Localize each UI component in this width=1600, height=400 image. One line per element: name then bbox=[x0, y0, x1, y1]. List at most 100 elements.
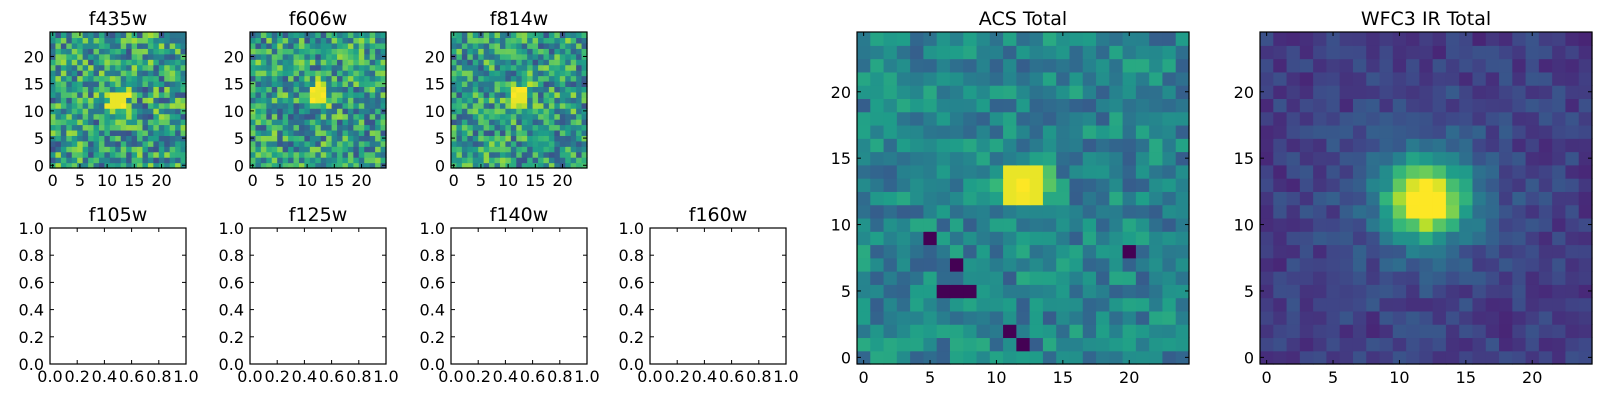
heatmap-cell bbox=[1379, 178, 1394, 192]
heatmap-cell bbox=[315, 113, 322, 120]
subplot-title: f160w bbox=[689, 204, 748, 226]
heatmap-cell bbox=[147, 32, 154, 39]
heatmap-cell bbox=[282, 59, 289, 66]
heatmap-cell bbox=[180, 140, 187, 147]
heatmap-cell bbox=[1445, 297, 1460, 312]
heatmap-cell bbox=[1339, 217, 1354, 232]
heatmap-cell bbox=[461, 151, 468, 158]
heatmap-cell bbox=[293, 113, 300, 120]
heatmap-cell bbox=[461, 59, 468, 66]
heatmap-cell bbox=[1339, 85, 1354, 99]
heatmap-cell bbox=[554, 48, 561, 55]
heatmap-cell bbox=[88, 102, 95, 109]
heatmap-cell bbox=[1096, 350, 1110, 365]
y-tick-label: 20 bbox=[1234, 83, 1254, 102]
heatmap-cell bbox=[505, 86, 512, 93]
heatmap-cell bbox=[857, 138, 871, 153]
heatmap-cell bbox=[109, 32, 116, 39]
heatmap-cell bbox=[1352, 178, 1367, 192]
heatmap-cell bbox=[538, 119, 545, 126]
heatmap-cell bbox=[1432, 337, 1447, 352]
heatmap-cell bbox=[71, 53, 78, 60]
heatmap-cell bbox=[298, 97, 305, 104]
heatmap-cell bbox=[169, 70, 176, 77]
heatmap-cell bbox=[1056, 350, 1071, 365]
heatmap-cell bbox=[120, 135, 127, 142]
heatmap-cell bbox=[554, 102, 561, 109]
heatmap-cell bbox=[883, 350, 898, 365]
heatmap-cell bbox=[505, 75, 512, 82]
heatmap-cell bbox=[1326, 217, 1341, 232]
heatmap-cell bbox=[494, 108, 501, 115]
heatmap-cell bbox=[1485, 45, 1500, 60]
heatmap-cell bbox=[1175, 297, 1190, 312]
heatmap-cell bbox=[1016, 98, 1031, 113]
heatmap-cell bbox=[538, 91, 545, 98]
heatmap-cell bbox=[142, 102, 149, 109]
heatmap-cell bbox=[521, 119, 528, 126]
heatmap-cell bbox=[347, 75, 354, 82]
heatmap-cell bbox=[288, 146, 295, 153]
heatmap-cell bbox=[1525, 257, 1540, 272]
heatmap-cell bbox=[570, 102, 577, 109]
heatmap-cell bbox=[137, 59, 144, 66]
heatmap-cell bbox=[266, 108, 273, 115]
heatmap-cell bbox=[1366, 151, 1381, 166]
heatmap-cell bbox=[1326, 271, 1341, 285]
heatmap-cell bbox=[342, 59, 349, 66]
heatmap-cell bbox=[326, 75, 333, 82]
heatmap-cell bbox=[576, 129, 583, 136]
heatmap-cell bbox=[976, 271, 991, 285]
heatmap-cell bbox=[1326, 85, 1341, 99]
heatmap-cell bbox=[1109, 244, 1124, 259]
heatmap-cell bbox=[282, 157, 289, 164]
heatmap-cell bbox=[98, 129, 105, 136]
heatmap-cell bbox=[489, 102, 496, 109]
heatmap-cell bbox=[489, 48, 496, 55]
heatmap-cell bbox=[483, 53, 490, 60]
heatmap-cell bbox=[923, 98, 938, 113]
heatmap-cell bbox=[989, 350, 1004, 365]
heatmap-cell bbox=[923, 58, 938, 73]
heatmap-cell bbox=[277, 80, 284, 87]
heatmap-cell bbox=[120, 32, 127, 39]
heatmap-cell bbox=[1286, 124, 1301, 139]
heatmap-cell bbox=[1538, 71, 1553, 86]
heatmap-cell bbox=[1056, 231, 1071, 246]
heatmap-cell bbox=[1379, 337, 1394, 352]
heatmap-cell bbox=[1313, 178, 1327, 192]
heatmap-cell bbox=[1069, 111, 1084, 126]
heatmap-cell bbox=[82, 162, 89, 169]
heatmap-cell bbox=[1525, 85, 1540, 99]
heatmap-cell bbox=[543, 42, 550, 49]
heatmap-cell bbox=[137, 86, 144, 93]
heatmap-cell bbox=[532, 146, 539, 153]
heatmap-cell bbox=[98, 59, 105, 66]
heatmap-cell bbox=[1175, 284, 1190, 299]
heatmap-cell bbox=[93, 53, 100, 60]
heatmap-cell bbox=[1069, 71, 1084, 86]
heatmap-cell bbox=[1565, 350, 1580, 365]
heatmap-cell bbox=[559, 64, 566, 71]
x-tick-label: 0.0 bbox=[237, 367, 262, 386]
heatmap-cell bbox=[266, 80, 273, 87]
heatmap-cell bbox=[1392, 244, 1407, 259]
heatmap-cell bbox=[298, 53, 305, 60]
heatmap-cell bbox=[77, 124, 84, 131]
heatmap-cell bbox=[175, 48, 182, 55]
heatmap-cell bbox=[369, 113, 376, 120]
heatmap-cell bbox=[66, 124, 73, 131]
heatmap-cell bbox=[375, 119, 382, 126]
heatmap-cell bbox=[277, 119, 284, 126]
heatmap-cell bbox=[505, 135, 512, 142]
heatmap-cell bbox=[1339, 151, 1354, 166]
heatmap-cell bbox=[104, 86, 111, 93]
heatmap-cell bbox=[1313, 217, 1327, 232]
heatmap-cell bbox=[153, 70, 160, 77]
heatmap-cell bbox=[1578, 231, 1593, 246]
y-tick-label: 0.0 bbox=[420, 355, 445, 374]
heatmap-cell bbox=[1313, 337, 1327, 352]
heatmap-cell bbox=[180, 157, 187, 164]
heatmap-cell bbox=[870, 350, 885, 365]
